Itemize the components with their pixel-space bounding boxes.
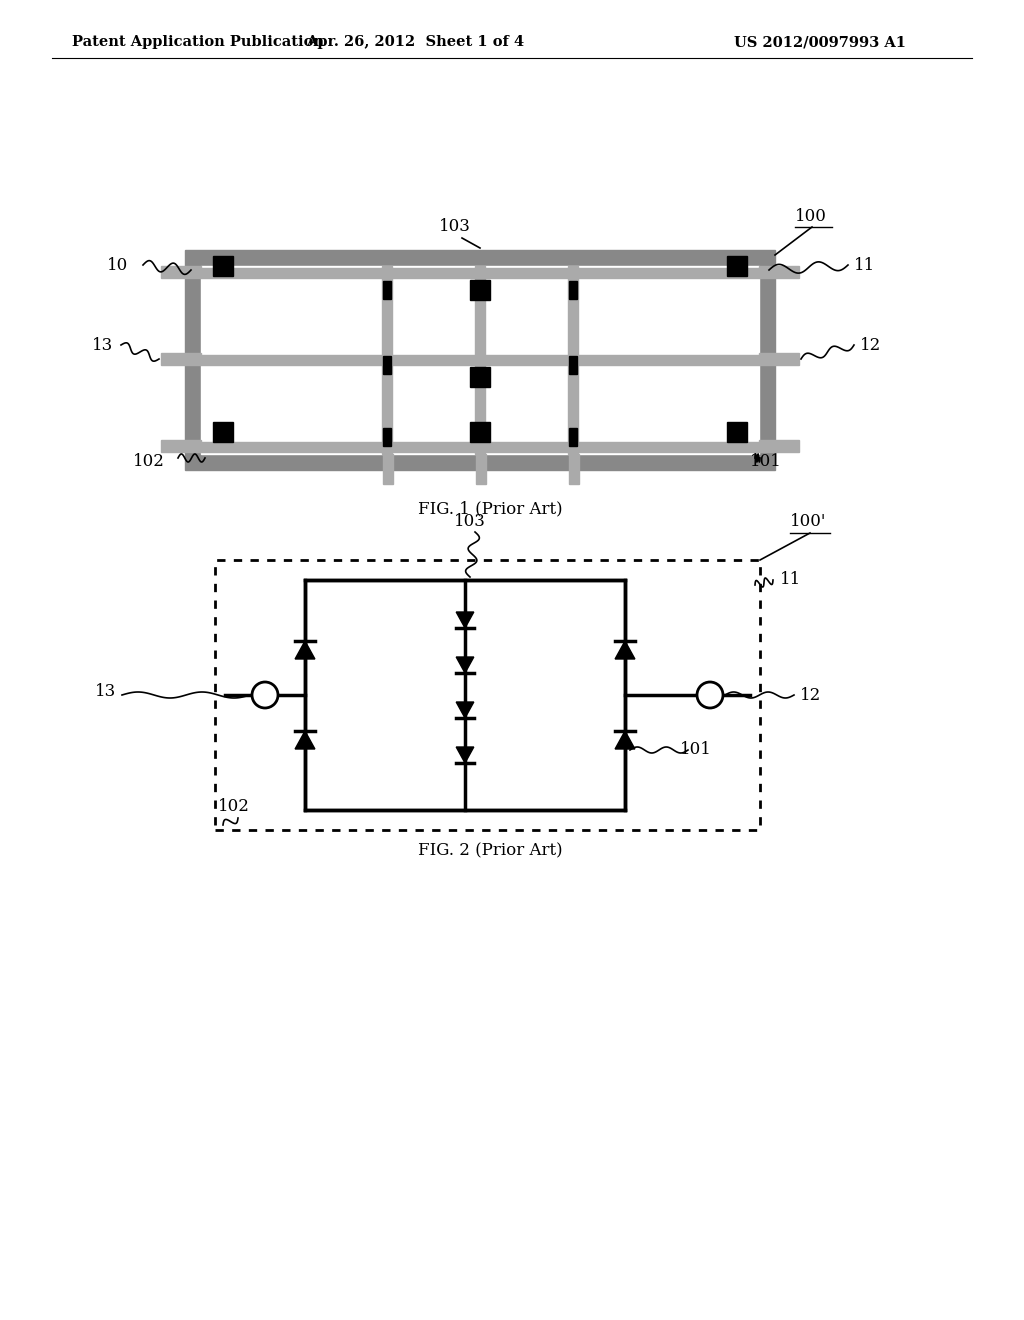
Bar [727,256,746,276]
Text: 12: 12 [800,686,821,704]
Bar [470,367,490,387]
Text: FIG. 2 (Prior Art): FIG. 2 (Prior Art) [418,842,562,859]
Text: 12: 12 [860,337,882,354]
Bar [759,352,799,366]
Text: 103: 103 [439,218,471,235]
Polygon shape [295,731,315,748]
Circle shape [697,682,723,708]
Bar [161,267,201,279]
Bar [569,428,577,446]
Bar [383,281,391,300]
Bar [213,256,233,276]
Bar [383,454,393,484]
Text: 101: 101 [680,742,712,759]
Text: Apr. 26, 2012  Sheet 1 of 4: Apr. 26, 2012 Sheet 1 of 4 [306,36,524,49]
Bar [475,267,485,454]
Text: 100': 100' [790,513,826,531]
Text: 13: 13 [92,337,113,354]
Bar [201,268,759,279]
Polygon shape [457,702,474,718]
Bar [201,267,759,454]
Text: FIG. 1 (Prior Art): FIG. 1 (Prior Art) [418,500,562,517]
Bar [305,579,625,810]
Text: 100: 100 [795,209,826,224]
Polygon shape [457,612,474,628]
Text: US 2012/0097993 A1: US 2012/0097993 A1 [734,36,906,49]
Bar [213,422,233,442]
Bar [382,267,392,454]
Bar [727,422,746,442]
Text: Patent Application Publication: Patent Application Publication [72,36,324,49]
Text: 101: 101 [750,454,782,470]
Bar [569,454,579,484]
Bar [470,422,490,442]
Polygon shape [615,642,635,659]
Text: 11: 11 [854,256,876,273]
Bar [569,356,577,374]
Text: 10: 10 [106,256,128,273]
Text: 13: 13 [95,684,116,701]
Polygon shape [615,731,635,748]
Bar [759,440,799,451]
Circle shape [252,682,278,708]
Text: 102: 102 [218,799,250,814]
Bar [201,355,759,366]
Text: 102: 102 [133,454,165,470]
Polygon shape [457,747,474,763]
Bar [161,352,201,366]
Bar [470,280,490,300]
Bar [476,454,486,484]
Polygon shape [457,657,474,673]
Bar [201,442,759,451]
Bar [161,440,201,451]
Bar [383,428,391,446]
Polygon shape [295,642,315,659]
Bar [185,249,775,470]
Bar [383,356,391,374]
Bar [759,267,799,279]
Bar [569,281,577,300]
Bar [568,267,578,454]
Text: 11: 11 [780,572,801,589]
Text: 103: 103 [454,513,486,531]
